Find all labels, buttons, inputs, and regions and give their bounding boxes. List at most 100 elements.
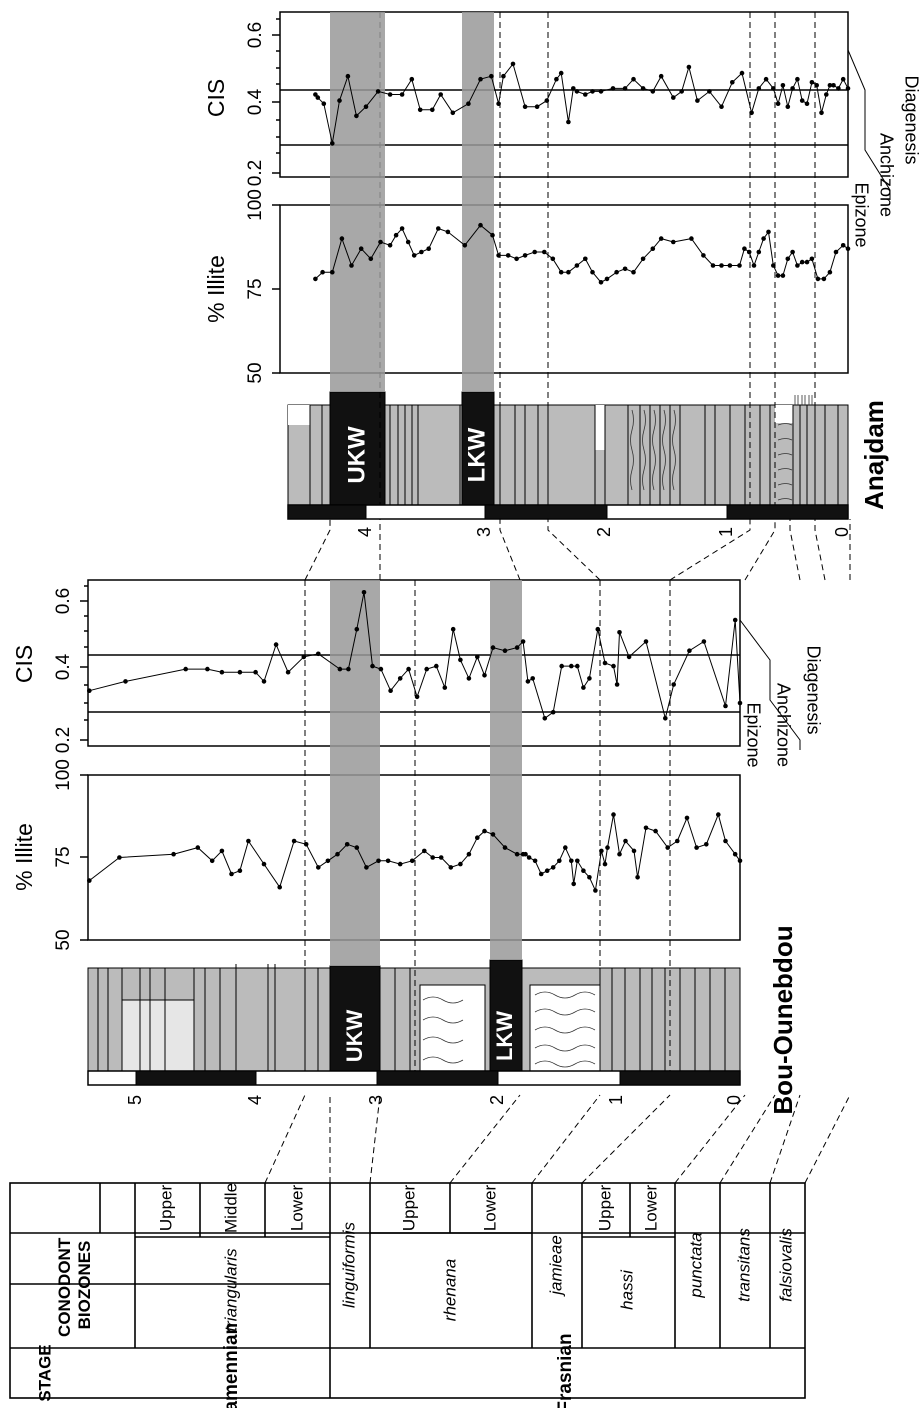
stage-header: STAGE [35,1344,54,1401]
anajdam-illite-line [315,224,849,283]
anajdam-cis-line [315,62,849,144]
bou-axis-labels: 50 75 100 % Illite 0.2 0.4 0.6 CIS [11,588,74,951]
anajdam-illite-point [378,239,383,245]
anajdam-illite-point [827,269,833,275]
bou-cis-point [205,666,210,672]
anajdam-ukw-band [330,12,385,392]
anajdam-illite-point [387,243,393,248]
bou-illite-point [261,861,267,867]
bou-illite-point [694,845,699,850]
anajdam-cis-point [695,98,700,103]
anajdam-illite-point [522,253,528,258]
bou-illite-point [732,851,738,857]
biozone-rhenana: rhenana [440,1259,459,1321]
bou-cis-tick: 0.4 [53,653,74,680]
anajdam-illite-point [349,263,354,268]
bou-cis-point [397,676,403,681]
anajdam-illite-point [358,246,364,251]
anajdam-illite-point [785,256,791,262]
anajdam-cis-point [814,83,819,88]
bou-lkw-band [490,580,522,960]
anajdam-scale-tick: 2 [594,527,614,537]
anajdam-illite-point [809,256,815,262]
anajdam-section-name: Anajdam [859,400,889,510]
bou-cis-point [466,676,472,681]
bou-illite-point [643,825,649,831]
anajdam-illite-point [710,263,716,268]
biozone-transitans: transitans [734,1228,753,1302]
bou-cis-point [346,666,351,672]
anajdam-cis-point [496,101,501,106]
bou-kellwasser-labels: UKW LKW [342,1009,517,1062]
bou-illite-point [385,858,391,864]
anajdam-cis-point [819,110,824,116]
anajdam-cis-point [330,141,335,146]
anajdam-illite-point [598,280,604,285]
bou-cis-tick: 0.6 [53,588,74,614]
anajdam-illite-tick: 100 [245,189,266,221]
anajdam-illite-point [742,246,747,251]
anajdam-cis-point [489,73,494,79]
anajdam-zone-epizone: Epizone [851,182,871,247]
stage-biozone-table [9,1182,806,1399]
data-layer [87,61,851,893]
bou-cis-point [475,654,480,660]
anajdam-illite-point [756,249,762,255]
bou-cis-point [520,639,526,644]
anajdam-kellwasser-labels: UKW LKW [343,426,490,484]
anajdam-scale-ticks: 0 1 2 3 4 [355,527,852,537]
anajdam-cis-point [315,95,321,100]
bou-illite-point [569,858,574,864]
bou-illite-point [635,875,640,880]
anajdam-illite-point [701,253,706,258]
anajdam-illite-point [775,273,781,278]
anajdam-cis-point [686,64,692,70]
anajdam-illite-point [330,269,335,275]
anajdam-cis-point [831,83,836,88]
anajdam-illite-point [542,249,547,255]
bou-illite-point [617,851,622,857]
bou-cis-point [595,626,601,632]
bou-cis-point [406,666,411,672]
bou-illite-point [422,848,427,854]
anajdam-illite-point [462,243,468,248]
biozone-punctata: punctata [686,1232,705,1298]
bou-cis-point [183,666,188,672]
anajdam-cis-point [780,83,786,88]
anajdam-illite-point [339,236,345,241]
anajdam-illite-point [631,269,636,275]
anajdam-illite-point [558,269,564,275]
bou-ukw-label: UKW [342,1009,367,1062]
anajdam-illite-point [790,249,795,255]
bou-illite-point [611,812,616,817]
anajdam-scale-tick: 1 [716,527,736,537]
bou-illite-point [229,871,234,877]
anajdam-cis-point [650,89,656,94]
anajdam-cis-point [399,92,405,97]
subzone-triangularis-upper: Upper [156,1185,175,1232]
anajdam-cis-point [466,101,471,106]
bou-cis-axis-label: CIS [11,645,37,683]
bou-illite-point [532,858,538,864]
anajdam-cis-point [804,101,810,106]
bou-zone-diagenesis: Diagenesis [803,645,823,734]
anajdam-cis-point [658,73,664,79]
anajdam-ukw-label: UKW [343,426,370,484]
bou-cis-point [602,660,608,666]
bou-cis-point [219,669,225,675]
subzone-rhenana-lower: Lower [480,1185,499,1232]
anajdam-cis-point [799,98,805,103]
bou-cis-point [442,685,448,690]
bou-illite-point [291,838,297,844]
anajdam-cis-point [478,76,483,82]
anajdam-cis-point [610,86,616,91]
bou-cis-point [514,645,520,650]
anajdam-cis-point [450,110,456,116]
anajdam-cis-point [375,89,381,94]
anajdam-lithology-column [287,391,849,520]
anajdam-lithology-pattern [630,395,813,501]
anajdam-illite-point [840,243,846,248]
bou-cis-point [370,663,375,669]
anajdam-cis-point [571,86,576,91]
bou-illite-point [376,858,381,864]
